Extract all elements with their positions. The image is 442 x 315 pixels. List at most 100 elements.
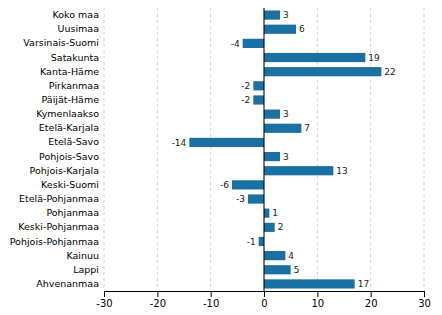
bar bbox=[264, 10, 280, 19]
data-label: 1 bbox=[272, 208, 278, 218]
tick-label: 30 bbox=[418, 298, 431, 309]
bar bbox=[264, 223, 275, 232]
bar bbox=[264, 166, 333, 175]
tick-mark bbox=[371, 291, 372, 297]
data-label: 3 bbox=[283, 109, 289, 119]
x-tick: 20 bbox=[365, 291, 378, 309]
category-label: Kanta-Häme bbox=[40, 66, 99, 77]
category-label: Pohjois-Pohjanmaa bbox=[10, 236, 99, 247]
category-label: Kainuu bbox=[66, 250, 99, 261]
category-label: Keski-Pohjanmaa bbox=[18, 221, 99, 232]
category-label: Keski-Suomi bbox=[41, 179, 99, 190]
bar bbox=[264, 67, 381, 76]
data-label: 13 bbox=[336, 166, 347, 176]
tick-mark bbox=[264, 291, 265, 297]
data-label: 6 bbox=[299, 24, 305, 34]
axis-line bbox=[105, 292, 425, 298]
chart: -30 -20 -10 0 10 20 30 Ahvenanmaa Lappi Kainuu Poh… bbox=[0, 0, 442, 315]
plot: -30 -20 -10 0 10 20 30 Ahvenanmaa Lappi Kainuu Poh… bbox=[10, 8, 431, 309]
data-label: 19 bbox=[368, 53, 380, 63]
y-tick: Kanta-Häme bbox=[40, 66, 104, 77]
data-labels: 1754-121-3-6133-1473-2-22219-463 bbox=[172, 10, 396, 289]
x-tick: -30 bbox=[96, 291, 112, 309]
zero-line bbox=[264, 8, 265, 291]
data-label: -2 bbox=[241, 95, 250, 105]
data-label: -1 bbox=[247, 237, 256, 247]
x-tick: 10 bbox=[311, 291, 324, 309]
y-tick: Etelä-Pohjanmaa bbox=[19, 193, 104, 204]
data-label: -2 bbox=[241, 81, 250, 91]
data-label: 5 bbox=[294, 265, 300, 275]
data-label: -6 bbox=[220, 180, 229, 190]
y-tick: Satakunta bbox=[51, 52, 104, 63]
bar bbox=[264, 110, 280, 119]
y-tick: Varsinais-Suomi bbox=[23, 37, 104, 48]
category-label: Varsinais-Suomi bbox=[23, 37, 99, 48]
data-label: 7 bbox=[304, 123, 310, 133]
category-label: Pohjanmaa bbox=[46, 207, 99, 218]
data-label: 22 bbox=[384, 67, 395, 77]
tick-mark bbox=[104, 291, 105, 297]
category-label: Pohjois-Karjala bbox=[30, 165, 99, 176]
bars bbox=[189, 10, 381, 288]
tick-mark bbox=[317, 291, 318, 297]
y-tick: Pohjois-Savo bbox=[39, 151, 104, 162]
tick-mark bbox=[211, 291, 212, 297]
y-tick: Pohjanmaa bbox=[46, 207, 104, 218]
category-label: Pohjois-Savo bbox=[39, 151, 99, 162]
grid-line bbox=[317, 8, 318, 291]
data-label: 3 bbox=[283, 152, 289, 162]
x-axis: -30 -20 -10 0 10 20 30 bbox=[96, 291, 431, 309]
bar bbox=[264, 279, 355, 288]
x-tick: -10 bbox=[203, 291, 219, 309]
category-label: Koko maa bbox=[53, 9, 99, 20]
tick-mark bbox=[424, 291, 425, 297]
x-tick: 30 bbox=[418, 291, 431, 309]
tick-label: -10 bbox=[203, 298, 219, 309]
y-axis: Ahvenanmaa Lappi Kainuu Pohjois-Pohjanmaa Ke… bbox=[10, 9, 104, 289]
y-tick: Uusimaa bbox=[58, 23, 104, 34]
bar bbox=[264, 25, 296, 34]
data-label: 4 bbox=[288, 251, 294, 261]
y-tick: Lappi bbox=[73, 264, 104, 275]
data-label: 2 bbox=[278, 222, 284, 232]
category-label: Etelä-Savo bbox=[48, 136, 99, 147]
y-tick: Keski-Suomi bbox=[41, 179, 104, 190]
y-tick: Pohjois-Pohjanmaa bbox=[10, 236, 104, 247]
y-tick: Pirkanmaa bbox=[49, 80, 104, 91]
category-label: Päijät-Häme bbox=[42, 94, 100, 105]
x-tick: 0 bbox=[261, 291, 267, 309]
category-label: Ahvenanmaa bbox=[36, 278, 99, 289]
category-label: Uusimaa bbox=[58, 23, 99, 34]
data-label: 3 bbox=[283, 10, 289, 20]
tick-label: -20 bbox=[150, 298, 166, 309]
x-tick: -20 bbox=[150, 291, 166, 309]
grid bbox=[104, 8, 424, 291]
category-label: Satakunta bbox=[51, 52, 99, 63]
tick-label: 20 bbox=[365, 298, 378, 309]
bar bbox=[264, 124, 301, 133]
bar bbox=[264, 265, 291, 274]
category-label: Pirkanmaa bbox=[49, 80, 99, 91]
grid-line bbox=[210, 8, 211, 291]
category-label: Lappi bbox=[73, 264, 99, 275]
data-label: -3 bbox=[236, 194, 245, 204]
y-tick: Pohjois-Karjala bbox=[30, 165, 104, 176]
category-label: Kymenlaakso bbox=[36, 108, 99, 119]
bar bbox=[232, 180, 264, 189]
y-tick: Kainuu bbox=[66, 250, 104, 261]
tick-label: 10 bbox=[311, 298, 324, 309]
y-tick: Kymenlaakso bbox=[36, 108, 104, 119]
grid-line bbox=[104, 8, 105, 291]
bar bbox=[264, 209, 269, 218]
y-tick: Etelä-Karjala bbox=[39, 122, 104, 133]
bar bbox=[248, 194, 264, 203]
tick-label: 0 bbox=[261, 298, 267, 309]
y-tick: Keski-Pohjanmaa bbox=[18, 221, 104, 232]
grid-line bbox=[370, 8, 371, 291]
data-label: -14 bbox=[172, 138, 187, 148]
tick-label: -30 bbox=[96, 298, 112, 309]
grid-line bbox=[264, 8, 265, 291]
y-tick: Koko maa bbox=[53, 9, 104, 20]
bar bbox=[243, 39, 264, 48]
